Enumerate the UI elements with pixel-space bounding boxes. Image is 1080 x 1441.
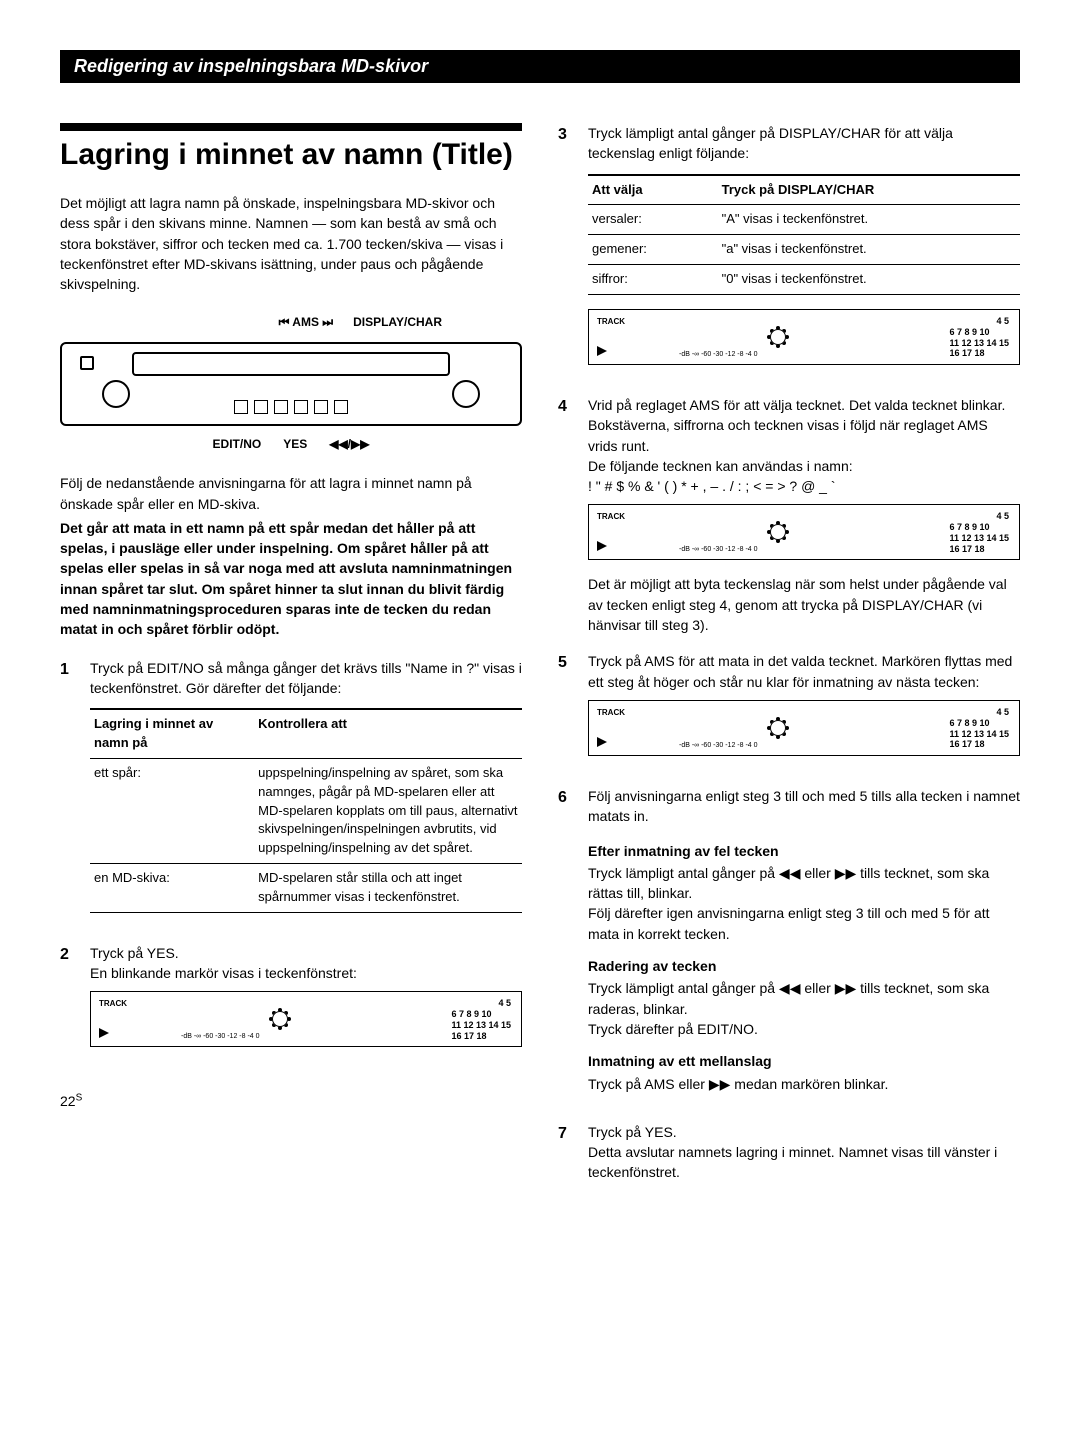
- display-box: TRACK 4 5 6 7 8 9 10 11 12 13 14 15 16 1…: [588, 504, 1020, 560]
- sub2-body: Tryck lämpligt antal gånger på eller til…: [588, 978, 1020, 1019]
- table2-header-0: Att välja: [588, 175, 718, 205]
- track-numbers: 4 5 6 7 8 9 10 11 12 13 14 15 16 17 18: [949, 511, 1009, 554]
- intro-text: Det möjligt att lagra namn på önskade, i…: [60, 193, 522, 294]
- device-bottom-labels: EDIT/NO YES ◀◀/▶▶: [60, 436, 522, 453]
- track-label: TRACK: [99, 998, 127, 1010]
- step-3-text: Tryck lämpligt antal gånger på DISPLAY/C…: [588, 123, 1020, 164]
- step-1: 1 Tryck på EDIT/NO så många gånger det k…: [60, 658, 522, 927]
- display-box: TRACK 4 5 6 7 8 9 10 11 12 13 14 15 16 1…: [588, 309, 1020, 365]
- table-char-select: Att välja Tryck på DISPLAY/CHAR versaler…: [588, 174, 1020, 295]
- db-scale: -dB -∞ -60 -30 -12 -8 -4 0: [181, 1032, 421, 1042]
- table1-header-0: Lagring i minnet av namn på: [90, 709, 254, 758]
- sub2-body2: Tryck därefter på EDIT/NO.: [588, 1019, 1020, 1039]
- table-row: ett spår: uppspelning/inspelning av spår…: [90, 758, 522, 863]
- display-char-label: DISPLAY/CHAR: [353, 314, 442, 331]
- forward-icon: [835, 980, 857, 996]
- sub1-title: Efter inmatning av fel tecken: [588, 841, 1020, 861]
- table-row: versaler:"A" visas i teckenfönstret.: [588, 205, 1020, 235]
- edit-no-label: EDIT/NO: [213, 436, 262, 453]
- follow-text: Följ de nedanstående anvisningarna för a…: [60, 473, 522, 514]
- step-7-text2: Detta avslutar namnets lagring i minnet.…: [588, 1142, 1020, 1183]
- play-icon: [597, 346, 607, 356]
- warning-text: Det går att mata in ett namn på ett spår…: [60, 518, 522, 640]
- step-4-chars: ! " # $ % & ' ( ) * + , – . / : ; < = > …: [588, 476, 1020, 496]
- table-row: gemener:"a" visas i teckenfönstret.: [588, 235, 1020, 265]
- sub1-body: Tryck lämpligt antal gånger på eller til…: [588, 863, 1020, 904]
- step-7-text1: Tryck på YES.: [588, 1122, 1020, 1142]
- track-numbers: 4 5 6 7 8 9 10 11 12 13 14 15 16 17 18: [949, 316, 1009, 359]
- db-scale: -dB -∞ -60 -30 -12 -8 -4 0: [679, 545, 919, 555]
- track-label: TRACK: [597, 707, 625, 719]
- track-label: TRACK: [597, 316, 625, 328]
- step-4: 4 Vrid på reglaget AMS för att välja tec…: [558, 395, 1020, 635]
- table1-r1-c1: MD-spelaren står stilla och att inget sp…: [254, 864, 522, 913]
- forward-icon: [709, 1076, 731, 1092]
- step-4-text3: De följande tecknen kan användas i namn:: [588, 456, 1020, 476]
- step-3: 3 Tryck lämpligt antal gånger på DISPLAY…: [558, 123, 1020, 379]
- display-box: TRACK 4 5 6 7 8 9 10 11 12 13 14 15 16 1…: [90, 991, 522, 1047]
- sub3-body: Tryck på AMS eller medan markören blinka…: [588, 1074, 1020, 1094]
- display-box: TRACK 4 5 6 7 8 9 10 11 12 13 14 15 16 1…: [588, 700, 1020, 756]
- device-top-labels: AMS DISPLAY/CHAR: [60, 314, 522, 331]
- step-2: 2 Tryck på YES. En blinkande markör visa…: [60, 943, 522, 1062]
- table2-header-1: Tryck på DISPLAY/CHAR: [718, 175, 1020, 205]
- step-4-note: Det är möjligt att byta teckenslag när s…: [588, 574, 1020, 635]
- db-scale: -dB -∞ -60 -30 -12 -8 -4 0: [679, 741, 919, 751]
- track-label: TRACK: [597, 511, 625, 523]
- step-5-text: Tryck på AMS för att mata in det valda t…: [588, 651, 1020, 692]
- ams-label: AMS: [279, 314, 334, 331]
- step-4-text1: Vrid på reglaget AMS för att välja teckn…: [588, 395, 1020, 415]
- cursor-icon: [770, 720, 786, 736]
- cursor-icon: [770, 329, 786, 345]
- table-row: siffror:"0" visas i teckenfönstret.: [588, 265, 1020, 295]
- page-title: Lagring i minnet av namn (Title): [60, 137, 522, 173]
- step-6-text: Följ anvisningarna enligt steg 3 till oc…: [588, 786, 1020, 827]
- cursor-icon: [272, 1011, 288, 1027]
- rewind-icon: [779, 865, 801, 881]
- play-icon: [99, 1028, 109, 1038]
- sub2-title: Radering av tecken: [588, 956, 1020, 976]
- table-storage-check: Lagring i minnet av namn på Kontrollera …: [90, 708, 522, 913]
- sub1-body2: Följ därefter igen anvisningarna enligt …: [588, 903, 1020, 944]
- step-6: 6 Följ anvisningarna enligt steg 3 till …: [558, 786, 1020, 1106]
- table1-r1-c0: en MD-skiva:: [90, 864, 254, 913]
- db-scale: -dB -∞ -60 -30 -12 -8 -4 0: [679, 350, 919, 360]
- sub3-title: Inmatning av ett mellanslag: [588, 1051, 1020, 1071]
- step-1-text: Tryck på EDIT/NO så många gånger det krä…: [90, 658, 522, 699]
- rew-ff-label: ◀◀/▶▶: [329, 436, 369, 453]
- step-2-text2: En blinkande markör visas i teckenfönstr…: [90, 963, 522, 983]
- forward-icon: [835, 865, 857, 881]
- track-numbers: 4 5 6 7 8 9 10 11 12 13 14 15 16 17 18: [451, 998, 511, 1041]
- right-column: 3 Tryck lämpligt antal gånger på DISPLAY…: [558, 123, 1020, 1199]
- rewind-icon: [779, 980, 801, 996]
- step-5: 5 Tryck på AMS för att mata in det valda…: [558, 651, 1020, 770]
- step-4-text2: Bokstäverna, siffrorna och tecknen visas…: [588, 415, 1020, 456]
- page-number: 22S: [60, 1091, 522, 1111]
- section-header: Redigering av inspelningsbara MD-skivor: [60, 50, 1020, 83]
- cursor-icon: [770, 524, 786, 540]
- title-rule: [60, 123, 522, 131]
- play-icon: [597, 541, 607, 551]
- step-7: 7 Tryck på YES. Detta avslutar namnets l…: [558, 1122, 1020, 1183]
- table-row: en MD-skiva: MD-spelaren står stilla och…: [90, 864, 522, 913]
- left-column: Lagring i minnet av namn (Title) Det möj…: [60, 123, 522, 1199]
- yes-label: YES: [283, 436, 307, 453]
- table1-r0-c0: ett spår:: [90, 758, 254, 863]
- step-2-text1: Tryck på YES.: [90, 943, 522, 963]
- track-numbers: 4 5 6 7 8 9 10 11 12 13 14 15 16 17 18: [949, 707, 1009, 750]
- device-diagram: [60, 342, 522, 426]
- table1-header-1: Kontrollera att: [254, 709, 522, 758]
- table1-r0-c1: uppspelning/inspelning av spåret, som sk…: [254, 758, 522, 863]
- play-icon: [597, 737, 607, 747]
